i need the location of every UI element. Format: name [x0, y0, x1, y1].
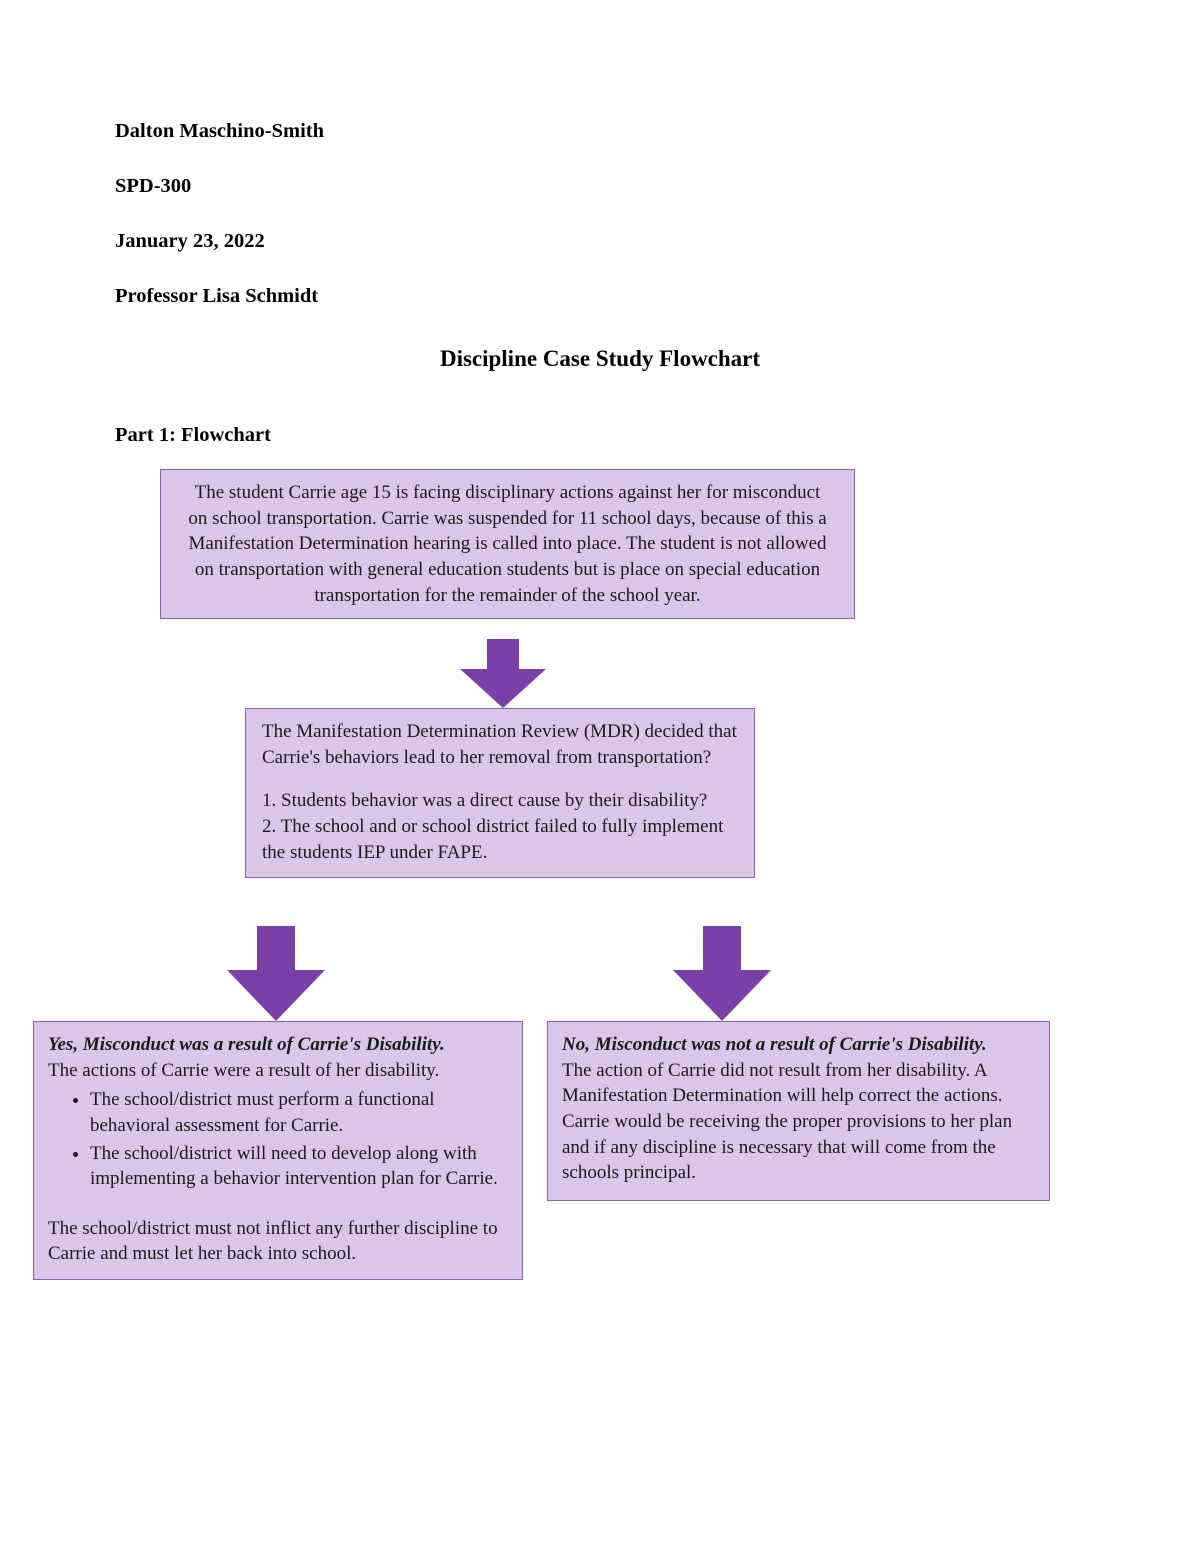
flow-box-intro-text: The student Carrie age 15 is facing disc… — [188, 482, 826, 606]
yes-heading: Yes, Misconduct was a result of Carrie's… — [48, 1032, 508, 1058]
mdr-q2: 2. The school and or school district fai… — [262, 814, 738, 865]
mdr-intro: The Manifestation Determination Review (… — [262, 719, 738, 770]
yes-bullet-1: The school/district must perform a funct… — [90, 1087, 508, 1138]
flow-box-yes: Yes, Misconduct was a result of Carrie's… — [33, 1021, 523, 1280]
document-page: Dalton Maschino-Smith SPD-300 January 23… — [0, 0, 1200, 1553]
flowchart: The student Carrie age 15 is facing disc… — [115, 469, 1085, 1429]
flow-box-no: No, Misconduct was not a result of Carri… — [547, 1021, 1050, 1201]
yes-bullet-2: The school/district will need to develop… — [90, 1141, 508, 1192]
arrow-down-1 — [460, 639, 546, 708]
date: January 23, 2022 — [115, 230, 1085, 253]
mdr-q1: 1. Students behavior was a direct cause … — [262, 788, 738, 814]
no-heading: No, Misconduct was not a result of Carri… — [562, 1032, 1035, 1058]
yes-lead: The actions of Carrie were a result of h… — [48, 1058, 508, 1084]
no-body: The action of Carrie did not result from… — [562, 1058, 1035, 1186]
author-name: Dalton Maschino-Smith — [115, 120, 1085, 143]
page-title: Discipline Case Study Flowchart — [115, 346, 1085, 372]
yes-bullet-list: The school/district must perform a funct… — [48, 1087, 508, 1192]
yes-tail: The school/district must not inflict any… — [48, 1216, 508, 1267]
section-subtitle: Part 1: Flowchart — [115, 424, 1085, 447]
flow-box-mdr: The Manifestation Determination Review (… — [245, 708, 755, 878]
arrow-down-left — [227, 926, 325, 1021]
professor: Professor Lisa Schmidt — [115, 285, 1085, 308]
course-code: SPD-300 — [115, 175, 1085, 198]
arrow-down-right — [673, 926, 771, 1021]
flow-box-intro: The student Carrie age 15 is facing disc… — [160, 469, 855, 619]
